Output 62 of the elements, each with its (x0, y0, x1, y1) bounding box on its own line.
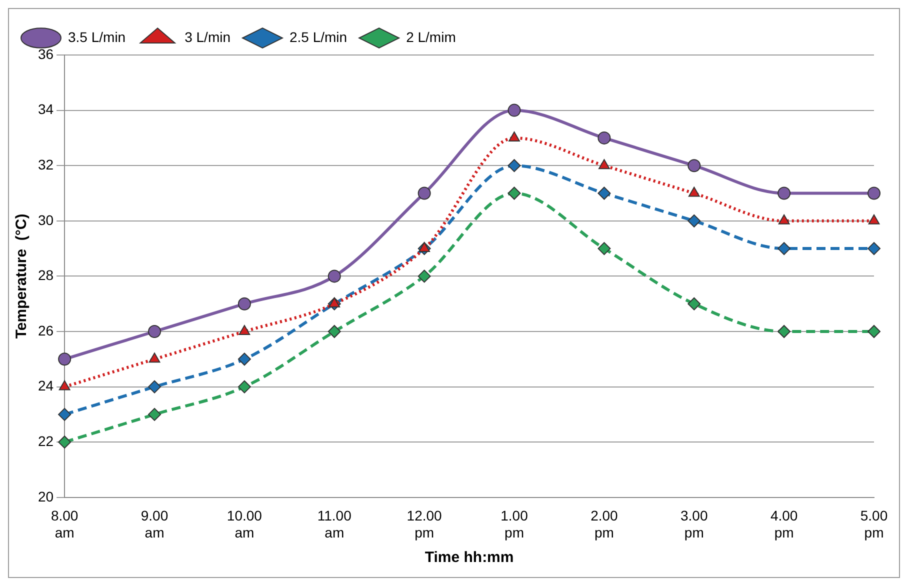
point (148, 408, 162, 421)
point (778, 325, 791, 338)
point (688, 186, 700, 197)
point (508, 159, 521, 172)
y-tick-label: 32 (38, 156, 54, 172)
point (508, 104, 521, 117)
point (508, 131, 520, 142)
x-tick-label: 9.00 am (140, 508, 168, 540)
x-axis-title: Time hh:mm (424, 549, 514, 566)
point (598, 242, 611, 256)
x-tick-label: 1.00 pm (500, 508, 528, 540)
point (328, 325, 341, 338)
point (238, 325, 250, 335)
point (418, 186, 431, 200)
x-tick-label: 4.00 pm (770, 508, 798, 540)
x-tick-label: 12.00 pm (406, 508, 442, 540)
point (238, 380, 251, 394)
point (508, 186, 521, 200)
point (778, 214, 790, 224)
y-tick-label: 22 (38, 432, 54, 449)
point (328, 297, 340, 308)
x-tick-label: 3.00 pm (680, 508, 708, 540)
point (238, 352, 251, 366)
x-tick-label: 2.00 pm (590, 508, 618, 540)
x-tick-label: 8.00 am (50, 508, 78, 540)
legend-label: 3.5 L/min (68, 28, 126, 45)
point (598, 159, 610, 170)
y-tick-label: 20 (38, 488, 54, 504)
y-tick-label: 24 (38, 378, 54, 394)
y-tick-label: 36 (38, 46, 54, 62)
point (148, 380, 162, 394)
point (58, 408, 72, 421)
point (58, 352, 72, 366)
point (598, 186, 611, 200)
point (598, 131, 611, 144)
point (148, 325, 162, 338)
point (328, 270, 341, 283)
point (868, 242, 880, 256)
point (688, 297, 701, 310)
legend-label: 2 L/mim (406, 28, 456, 45)
point (418, 270, 431, 283)
x-tick-label: 11.00 am (317, 508, 352, 540)
y-tick-label: 28 (38, 267, 54, 284)
legend-label: 2.5 L/min (289, 28, 348, 45)
y-tick-label: 34 (38, 101, 54, 118)
legend-label: 3 L/min (184, 28, 231, 45)
y-axis-title: Temperature (°C) (13, 214, 30, 339)
point (148, 352, 160, 363)
x-tick-label: 10.00 am (226, 508, 262, 540)
point (868, 186, 880, 200)
point (418, 242, 430, 252)
point (688, 214, 701, 228)
y-tick-label: 26 (38, 322, 54, 338)
point (778, 186, 791, 200)
y-tick-label: 30 (38, 212, 54, 228)
point (868, 325, 880, 338)
point (778, 242, 791, 256)
point (688, 159, 701, 172)
point (868, 214, 880, 224)
point (238, 297, 251, 310)
x-tick-label: 5.00 pm (860, 508, 888, 540)
point (58, 380, 70, 390)
